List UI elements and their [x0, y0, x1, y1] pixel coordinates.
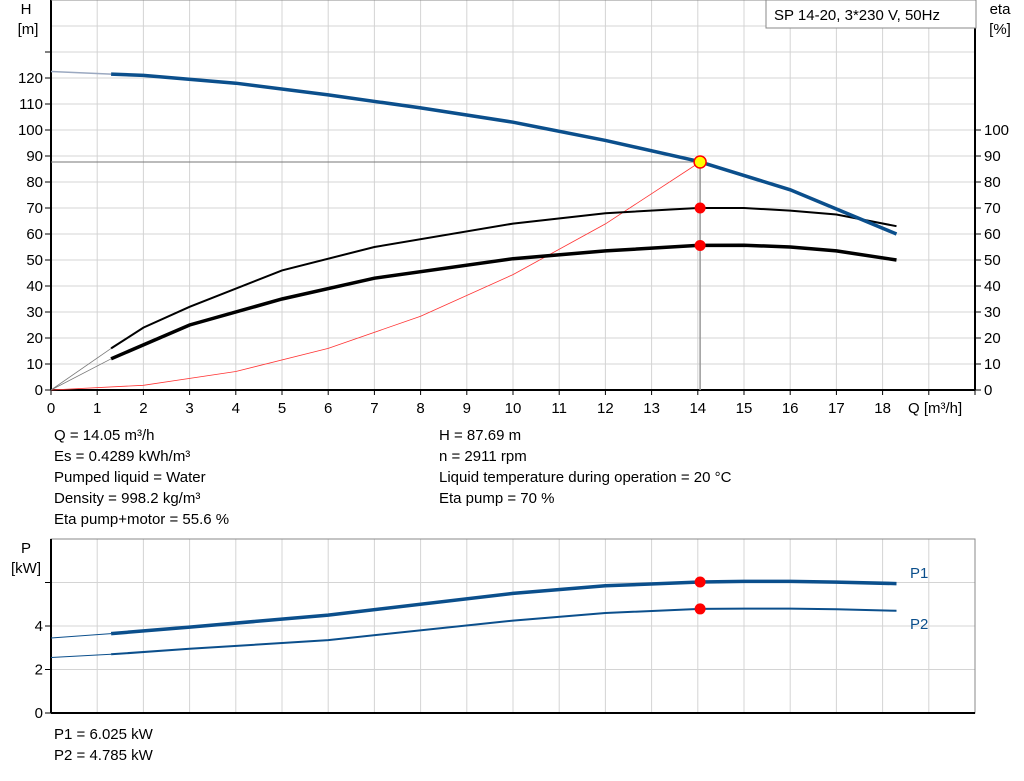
y-axis-unit: [m]	[18, 21, 39, 38]
x-tick-label: 8	[416, 400, 424, 417]
title-box	[765, 0, 977, 29]
y-tick-label: 50	[26, 252, 43, 269]
head-extrapolated	[50, 70, 112, 75]
y-tick-label: 10	[26, 356, 43, 373]
info-h: H = 87.69 m	[439, 427, 522, 444]
y-tick-label: 70	[26, 200, 43, 217]
p2-point	[694, 603, 706, 615]
x-tick-label: 14	[689, 400, 706, 417]
y2-tick-label: 40	[984, 278, 1001, 295]
eta-pump-extrapolated	[50, 348, 112, 391]
x-tick-label: 18	[874, 400, 891, 417]
p1-point	[694, 576, 706, 588]
info-temp: Liquid temperature during operation = 20…	[439, 469, 732, 486]
y-tick-label: 120	[18, 70, 43, 87]
x-tick-label: 15	[736, 400, 753, 417]
eta-pump-motor-curve	[110, 243, 897, 361]
head-curve	[111, 72, 898, 236]
info-left: Q = 14.05 m³/h Es = 0.4289 kWh/m³ Pumped…	[54, 425, 229, 530]
p1-curve	[110, 579, 897, 636]
y2-tick-label: 30	[984, 304, 1001, 321]
y2-axis-label: eta	[990, 1, 1012, 18]
info-right: H = 87.69 m n = 2911 rpm Liquid temperat…	[439, 425, 731, 509]
x-tick-label: 10	[505, 400, 522, 417]
y-tick-label: 90	[26, 148, 43, 165]
y2-tick-label: 20	[984, 330, 1001, 347]
p-tick-label: 0	[35, 705, 43, 722]
p-axis-unit: [kW]	[11, 560, 41, 577]
p-tick-label: 2	[35, 662, 43, 679]
p-axis-label: P	[21, 540, 31, 557]
y-tick-label: 30	[26, 304, 43, 321]
y-axis-label: H	[21, 1, 32, 18]
x-tick-label: 9	[463, 400, 471, 417]
y2-tick-label: 60	[984, 226, 1001, 243]
info-density: Density = 998.2 kg/m³	[54, 490, 201, 507]
x-axis-label: Q [m³/h]	[908, 400, 962, 417]
y2-axis-unit: [%]	[989, 21, 1011, 38]
y2-tick-label: 80	[984, 174, 1001, 191]
y-tick-label: 100	[18, 122, 43, 139]
p2-curve	[111, 607, 897, 656]
pump-title: SP 14-20, 3*230 V, 50Hz	[774, 7, 940, 24]
x-tick-label: 16	[782, 400, 799, 417]
y2-tick-label: 0	[984, 382, 992, 399]
y2-tick-label: 100	[984, 122, 1009, 139]
info-n: n = 2911 rpm	[439, 448, 527, 465]
info-p2: P2 = 4.785 kW	[54, 747, 153, 764]
info-p1: P1 = 6.025 kW	[54, 726, 153, 743]
x-tick-label: 2	[139, 400, 147, 417]
p1-extrapolated	[50, 633, 112, 639]
x-tick-label: 17	[828, 400, 845, 417]
y-tick-label: 60	[26, 226, 43, 243]
y2-tick-label: 90	[984, 148, 1001, 165]
x-tick-label: 11	[551, 400, 567, 417]
power-info: P1 = 6.025 kW P2 = 4.785 kW	[54, 724, 153, 766]
y2-tick-label: 50	[984, 252, 1001, 269]
y-tick-label: 40	[26, 278, 43, 295]
y-tick-label: 110	[19, 96, 43, 113]
x-tick-label: 5	[278, 400, 286, 417]
x-tick-label: 0	[47, 400, 55, 417]
info-eta-pump: Eta pump = 70 %	[439, 490, 555, 507]
x-tick-label: 3	[185, 400, 193, 417]
eta-pump-curve	[110, 207, 897, 350]
x-tick-label: 12	[597, 400, 614, 417]
info-es: Es = 0.4289 kWh/m³	[54, 448, 191, 465]
info-eta-pump-motor: Eta pump+motor = 55.6 %	[54, 511, 230, 528]
y2-tick-label: 10	[984, 356, 1001, 373]
info-q: Q = 14.05 m³/h	[54, 427, 155, 444]
head-eta-chart: 0 1 2 3 4 5 6 7 8 9 10 11 12 13 14 15 16 17 18010203040506…	[18, 0, 1009, 417]
p2-label: P2	[910, 616, 928, 633]
x-tick-label: 4	[232, 400, 240, 417]
y-tick-label: 20	[26, 330, 43, 347]
x-tick-label: 1	[93, 400, 101, 417]
p-tick-label: 4	[35, 618, 43, 635]
y2-tick-label: 70	[984, 200, 1001, 217]
y-tick-label: 0	[35, 382, 43, 399]
x-tick-label: 7	[370, 400, 378, 417]
p1-label: P1	[910, 565, 928, 582]
x-tick-label: 13	[643, 400, 660, 417]
eta-pump-motor-extrapolated	[50, 358, 112, 391]
x-tick-label: 6	[324, 400, 332, 417]
p2-extrapolated	[50, 653, 112, 658]
y-tick-label: 80	[26, 174, 43, 191]
system-curve	[50, 161, 701, 391]
power-chart: 0 2 4	[35, 538, 976, 722]
eta-pump-point	[694, 202, 706, 214]
duty-point	[693, 155, 707, 169]
eta-pump-motor-point	[694, 239, 706, 251]
info-liquid: Pumped liquid = Water	[54, 469, 206, 486]
